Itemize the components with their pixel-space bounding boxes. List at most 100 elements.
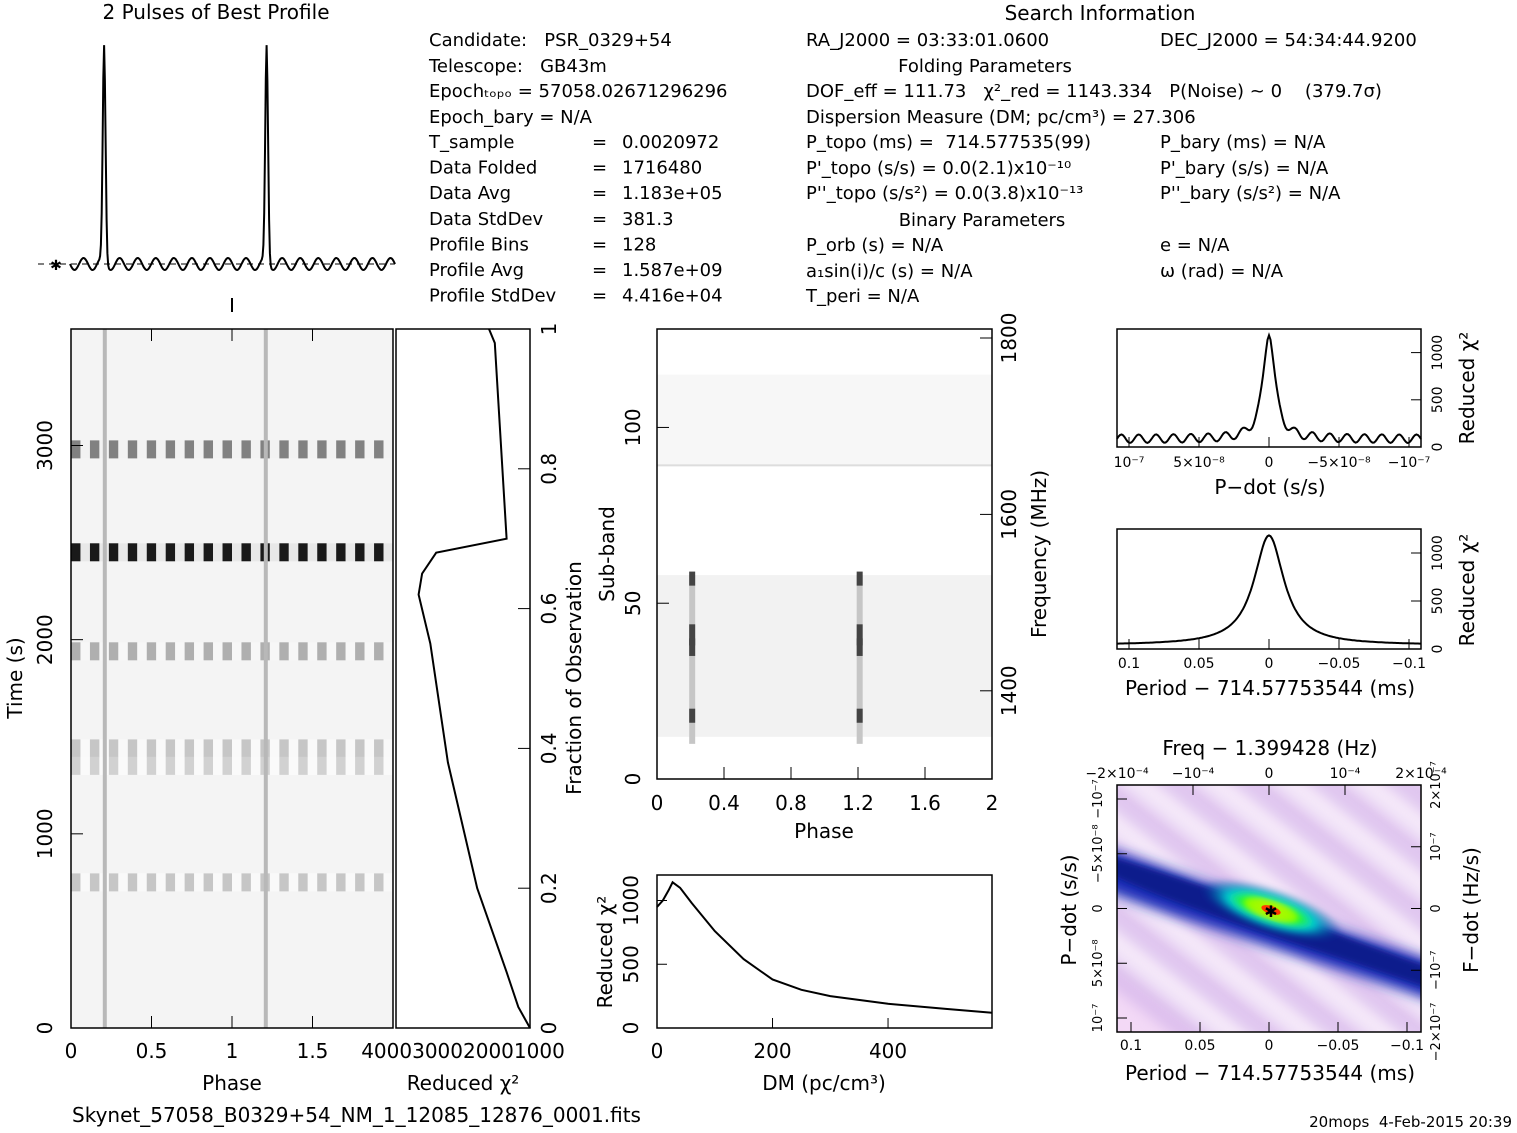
pbary-text: P_bary (ms) = N/A [1160,132,1326,153]
tp-band-cell [232,739,242,758]
sb-xtick-label: 1.6 [909,791,941,815]
info-value: 1.587e+09 [622,260,723,281]
info-value: 128 [622,234,656,255]
tp-band-cell [165,543,176,562]
tp-band-cell [80,642,90,661]
ppdot-heatmap [1117,785,1421,1032]
tp-band-cell [203,739,214,758]
tp-band-cell [269,873,280,892]
tp-band-cell [89,756,100,775]
info-eq: = [592,209,607,230]
tp-band-cell [232,873,242,892]
tp-band-cell [326,642,337,661]
info-eq: = [592,234,607,255]
info-value: 381.3 [622,209,674,230]
pddtopo-text: P''_topo (s/s²) = 0.0(3.8)x10⁻¹³ [806,183,1083,204]
tp-band-cell [108,440,119,459]
side-xtick-label: 0.05 [1183,656,1214,672]
tp-band-cell [383,739,393,758]
pddbary-text: P''_bary (s/s²) = N/A [1160,183,1341,204]
side-ytick-label: 500 [1430,386,1446,413]
tp-band-cell [326,739,337,758]
tp-band-cell [250,739,261,758]
ecc-text: e = N/A [1160,235,1230,256]
tp-band-cell [108,543,119,562]
tp-band-cell [355,739,365,758]
tp-band-cell [71,739,81,758]
sb-ytick-label: 50 [621,590,645,615]
tp-band-cell [184,756,195,775]
tp-band-cell [250,756,261,775]
dm-ytick-label: 1000 [619,875,643,926]
side-xtick-label: 0 [1265,455,1274,471]
ppdot-plot: ✱ 0.1 0.05 0 −0.05 −0.1 −2×10⁻⁴ −10⁻⁴ 0 10⁻⁴ 2×10… [1057,736,1483,1085]
ppdot-xtick-label: 0 [1265,1038,1274,1054]
tp-band-cell [326,756,337,775]
side-ytick-label: 1000 [1430,335,1446,371]
tp-band-cell [317,543,327,562]
sb-pulse-track [689,575,696,744]
tp-background [71,329,393,1028]
cf-xlabel: Reduced χ² [407,1071,520,1095]
ppdot-y2label: F−dot (Hz/s) [1459,847,1483,973]
dm-plot: 0 200 400 0 500 1000 DM (pc/cm³) Reduced χ² [593,874,993,1095]
tp-pulse-track [102,329,107,1028]
tp-band-cell [317,756,327,775]
tp-band-cell [250,543,261,562]
tp-band-cell [241,873,251,892]
tp-band-cell [326,873,337,892]
tp-band-cell [279,739,289,758]
ppdot-ytick-label: −10⁻⁷ [1091,779,1106,819]
ppdot-xtick-label: −0.1 [1390,1038,1424,1054]
ppdot-xtick-label: −0.05 [1317,1038,1360,1054]
cf-ytick-label: 0.2 [537,872,561,904]
profile-title: 2 Pulses of Best Profile [103,0,330,24]
side-ytick-label: 500 [1430,588,1446,615]
side-xtick-label: 0 [1265,656,1274,672]
tp-band-cell [364,739,375,758]
tp-band-cell [213,543,223,562]
tp-band-cell [345,440,356,459]
tp-band-cell [345,739,356,758]
sb-pulse-blob [689,571,696,586]
ppdot-toptick-label: −10⁻⁴ [1172,766,1215,782]
tp-band-cell [137,543,147,562]
tp-band-cell [127,873,138,892]
sb-low-band [657,575,992,737]
tp-band-cell [184,873,195,892]
tp-band-cell [364,642,375,661]
tp-band-cell [383,756,393,775]
dm-xtick-label: 0 [651,1039,664,1063]
sb-y2tick-label: 1800 [997,313,1021,364]
tp-band-cell [374,739,384,758]
telescope-text: Telescope: GB43m [428,56,607,77]
side-xtick-label: 10⁻⁷ [1114,455,1145,471]
tp-band-cell [80,873,90,892]
tp-band-cell [203,756,214,775]
tp-band-cell [336,756,346,775]
tp-band-cell [156,642,166,661]
tp-ytick-label: 0 [33,1022,57,1035]
sb-y2label: Frequency (MHz) [1027,470,1051,638]
tp-band-cell [232,440,242,459]
tp-band-cell [336,739,346,758]
ppdot-stripe [1345,785,1421,844]
info-value: 0.0020972 [622,132,719,153]
tp-band-cell [269,642,280,661]
tp-band-cell [118,543,128,562]
tp-band-cell [156,873,166,892]
ppdot-xlabel: Period − 714.57753544 (ms) [1125,1061,1415,1085]
info-label: Profile Bins [429,234,529,255]
search-title: Search Information [1005,1,1196,25]
pdot-ylabel: Reduced χ² [1455,332,1479,445]
tp-band-cell [127,642,138,661]
tp-band-cell [317,739,327,758]
tp-band-cell [222,440,232,459]
tp-band-cell [307,440,318,459]
tp-band-cell [336,873,346,892]
tp-band-cell [175,873,185,892]
side-ytick-label: 0 [1430,645,1446,654]
cf-ytick-label: 0 [537,1022,561,1035]
tp-band-cell [232,756,242,775]
cf-xtick-text: 4000300020001000 [361,1039,565,1063]
